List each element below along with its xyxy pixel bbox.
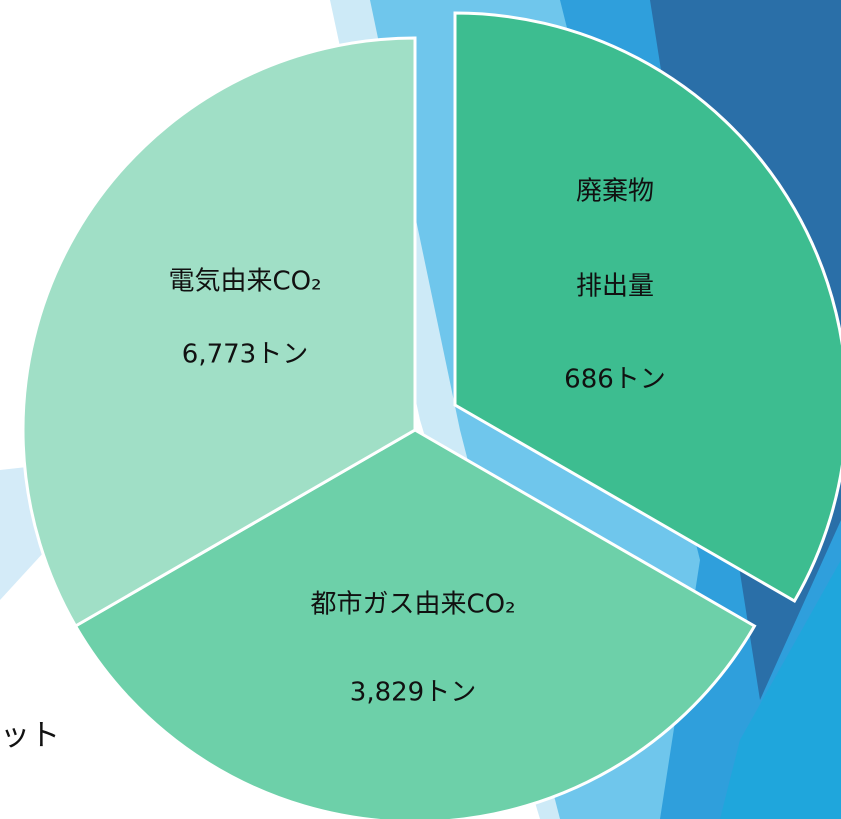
slice-label: 686トン <box>564 365 666 395</box>
slice-label: 3,829トン <box>350 678 476 708</box>
slice-label: 6,773トン <box>182 340 308 370</box>
slice-label: 排出量 <box>576 272 654 302</box>
slice-label: 電気由来CO₂ <box>168 267 321 297</box>
slice-label: 廃棄物 <box>576 177 654 207</box>
slide: ット 廃棄物排出量 686トン都市ガス由来CO₂ 3,829トン 電気由来CO₂ 6,7… <box>0 0 841 819</box>
slice-label: 都市ガス由来CO₂ <box>310 590 515 620</box>
fragment-text: ット <box>0 719 60 754</box>
